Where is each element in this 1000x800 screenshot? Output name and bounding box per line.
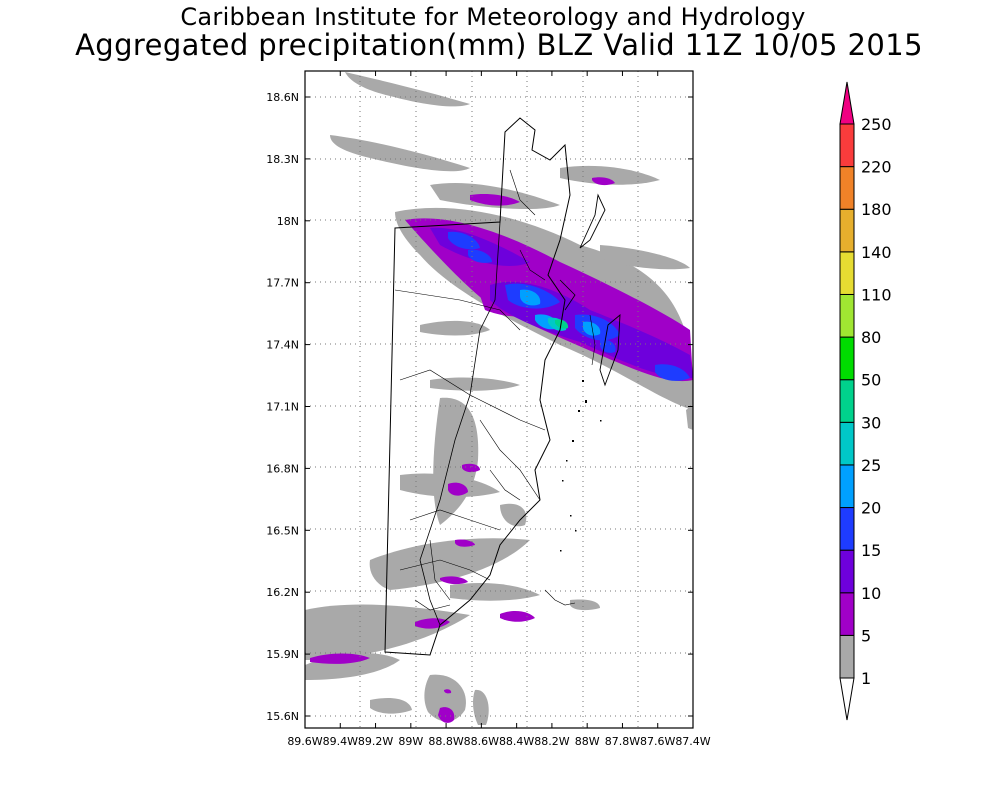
lat-tick-label: 17.4N [266,339,299,352]
colorbar-segment [839,251,855,295]
colorbar-segment [839,379,855,423]
lat-tick-label: 15.9N [266,648,299,661]
colorbar-label: 180 [861,200,892,219]
colorbar-max-triangle [839,81,855,125]
colorbar-label: 80 [861,328,881,347]
precipitation-field [305,71,693,728]
lat-tick-label: 15.6N [266,710,299,723]
colorbar-label: 140 [861,243,892,262]
lon-tick-label: 88.8W [428,735,463,748]
colorbar-segment [839,166,855,210]
lon-tick-label: 88W [575,735,600,748]
colorbar-label: 250 [861,115,892,134]
colorbar-label: 5 [861,626,871,645]
longitude-axis: 89.6W 89.4W 89.2W 89W 88.8W 88.6W 88.4W 88.2W 88… [287,71,711,748]
colorbar-segment [839,208,855,253]
lat-tick-label: 17.1N [266,401,299,414]
colorbar-label: 30 [861,413,881,432]
precip-1mm-areas [305,72,693,725]
lon-tick-label: 88.4W [499,735,534,748]
colorbar-label: 1 [861,669,871,688]
lon-tick-label: 87.8W [605,735,640,748]
lon-tick-label: 87.4W [675,735,710,748]
lat-tick-label: 16.5N [266,524,299,537]
colorbar-segment [839,421,855,466]
lat-tick-label: 18N [277,215,299,228]
colorbar-label: 25 [861,456,881,475]
lon-tick-label: 89.6W [287,735,322,748]
lon-tick-label: 88.6W [464,735,499,748]
colorbar-segment [839,123,855,168]
precip-30mm-areas [555,319,569,329]
title-line-2: Aggregated precipitation(mm) BLZ Valid 1… [75,28,923,62]
belize-boundaries [384,117,621,656]
title-line-1: Caribbean Institute for Meteorology and … [180,3,806,31]
colorbar-segment [839,336,855,381]
lon-tick-label: 89W [398,735,423,748]
colorbar-label: 110 [861,285,892,304]
colorbar-segment [839,549,855,594]
lat-tick-label: 18.3N [266,153,299,166]
lon-tick-label: 88.2W [534,735,569,748]
colorbar-segment [839,592,855,636]
lon-tick-label: 89.2W [358,735,393,748]
colorbar-label: 50 [861,371,881,390]
colorbar-segment [839,464,855,509]
colorbar-label: 220 [861,158,892,177]
lon-tick-label: 87.6W [640,735,675,748]
lon-tick-label: 89.4W [323,735,358,748]
colorbar-min-triangle [839,677,855,721]
lat-tick-label: 17.7N [266,277,299,290]
lat-tick-label: 16.8N [266,462,299,475]
colorbar-segment [839,507,855,551]
lat-tick-label: 16.2N [266,586,299,599]
cays [560,380,602,552]
colorbar-label: 10 [861,584,881,603]
colorbar-label: 20 [861,499,881,518]
lat-tick-label: 18.6N [266,91,299,104]
colorbar-segment [839,634,855,679]
colorbar-segment [839,293,855,338]
map-frame [304,70,694,729]
colorbar-label: 15 [861,541,881,560]
latitude-axis: 18.6N 18.3N 18N 17.7N 17.4N 17.1N 16.8N 16.5N 16… [266,91,693,723]
